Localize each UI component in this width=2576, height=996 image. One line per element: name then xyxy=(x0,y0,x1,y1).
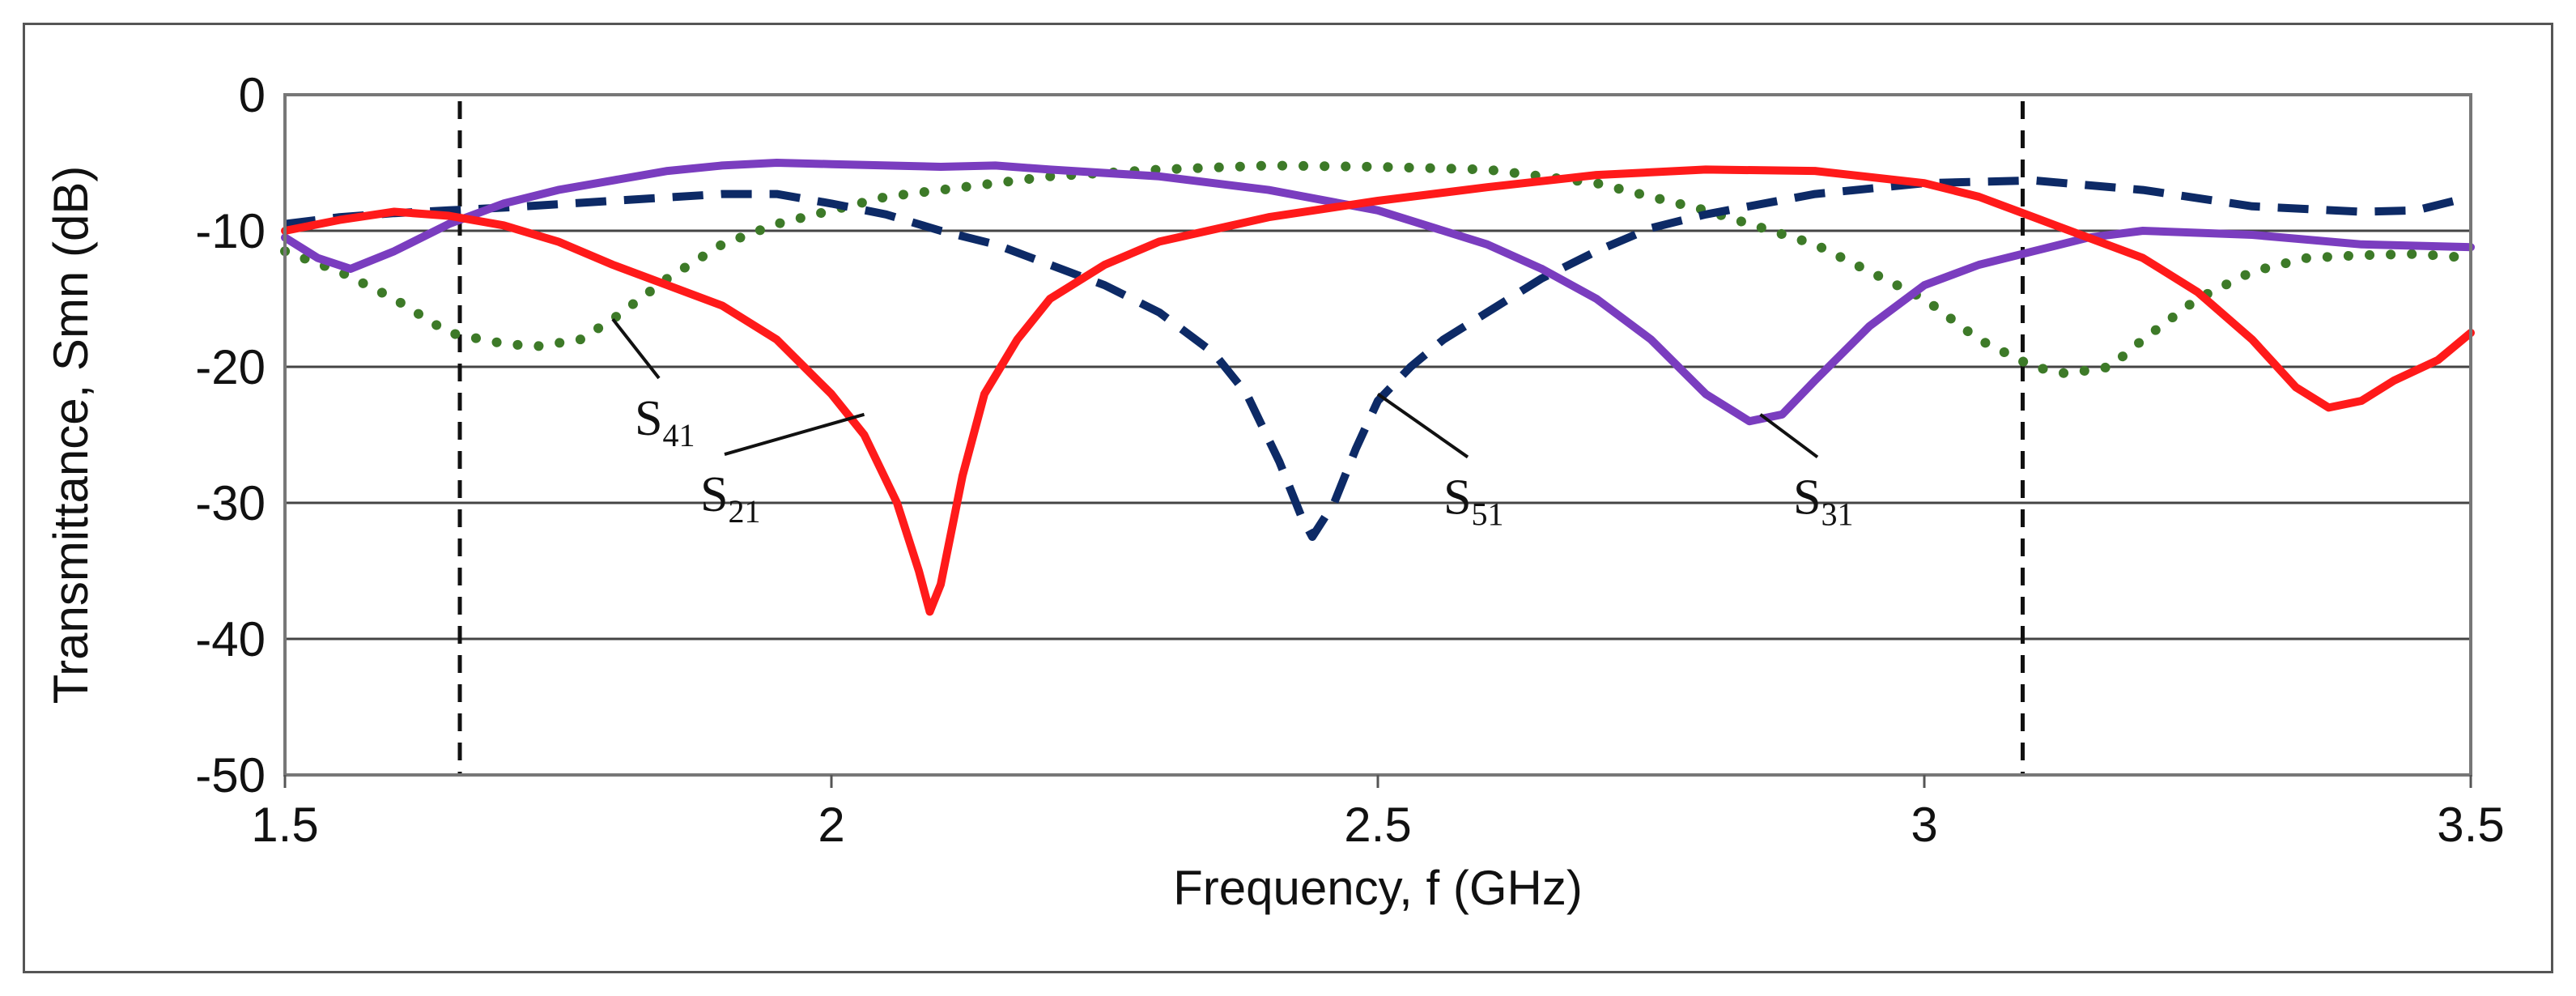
x-tick-label: 3.5 xyxy=(2437,798,2504,852)
chart-frame xyxy=(23,23,2553,973)
series-line-s41 xyxy=(280,160,2476,379)
y-tick-label: -30 xyxy=(195,476,266,530)
series-layer xyxy=(280,159,2476,616)
annotation-label-s21: S21 xyxy=(700,467,760,530)
annotation-leader-s21 xyxy=(724,412,865,457)
annotation-leader-s41 xyxy=(611,317,661,380)
x-tick-label: 2 xyxy=(818,798,844,852)
y-tick-label: -50 xyxy=(195,748,266,802)
x-tick-label: 3 xyxy=(1911,798,1937,852)
y-tick-labels: 0 -10 -20 -30 -40 -50 xyxy=(195,68,266,802)
y-tick-label: -10 xyxy=(195,204,266,258)
annotation-label-s51: S51 xyxy=(1443,470,1503,532)
annotation-leader-s31 xyxy=(1759,413,1819,459)
series-line-s31 xyxy=(281,159,2475,426)
y-tick-label: -20 xyxy=(195,340,266,394)
series-line-s21 xyxy=(281,165,2475,616)
x-tick-labels: 1.5 2 2.5 3 3.5 xyxy=(251,775,2505,852)
annotation-label-s31: S31 xyxy=(1793,470,1853,532)
x-tick-label: 2.5 xyxy=(1344,798,1411,852)
y-tick-label: 0 xyxy=(239,68,266,122)
y-tick-label: -40 xyxy=(195,612,266,666)
y-axis-title: Transmittance, Smn (dB) xyxy=(44,166,98,704)
annotation-label-s41: S41 xyxy=(635,391,695,453)
band-markers xyxy=(457,101,2025,775)
annotation-leader-s51 xyxy=(1376,392,1469,459)
x-tick-label: 1.5 xyxy=(251,798,318,852)
x-axis-title: Frequency, f (GHz) xyxy=(1173,861,1583,915)
